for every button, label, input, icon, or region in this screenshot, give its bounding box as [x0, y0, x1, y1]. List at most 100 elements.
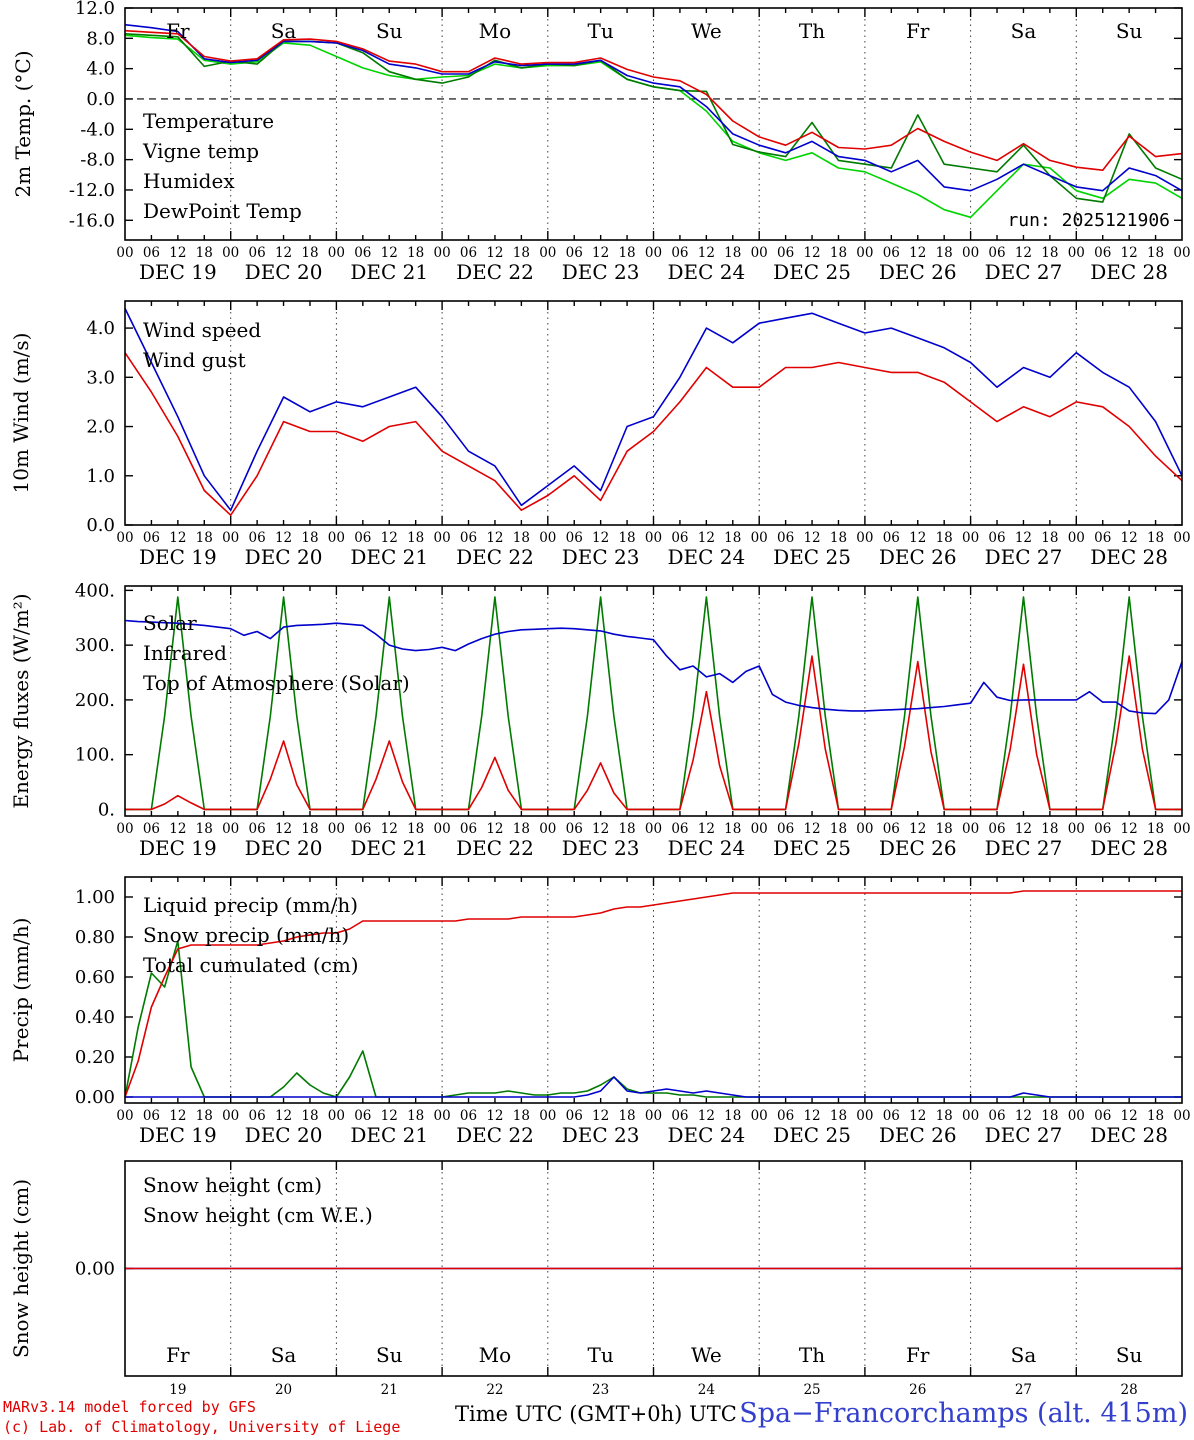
y-tick-label: -4.0 [80, 119, 115, 140]
weekday-label: Fr [166, 19, 190, 43]
panel-frame [124, 300, 1183, 526]
hour-tick-label: 00 [1068, 530, 1085, 546]
day-label: DEC 27 [985, 1123, 1063, 1147]
hour-tick-label: 00 [116, 1108, 133, 1124]
hour-tick-label: 18 [301, 245, 318, 261]
panel-frame [124, 1160, 1183, 1377]
model-credit-line2: (c) Lab. of Climatology, University of L… [3, 1418, 401, 1436]
weekday-label: Sa [1011, 19, 1037, 43]
hour-tick-label: 12 [592, 245, 609, 261]
hour-tick-label: 18 [1147, 530, 1164, 546]
series-line-snow-precip-mm-h [125, 1076, 1182, 1098]
hour-tick-label: 06 [143, 821, 160, 837]
day-number-label: 28 [1121, 1382, 1138, 1398]
hour-tick-label: 12 [909, 530, 926, 546]
weekday-label: Mo [479, 19, 512, 43]
hour-tick-label: 12 [909, 1108, 926, 1124]
y-axis-title: Precip (mm/h) [9, 918, 33, 1063]
y-tick-label: 0.80 [75, 927, 115, 948]
hour-tick-label: 12 [698, 821, 715, 837]
hour-tick-label: 00 [1173, 1108, 1190, 1124]
hour-tick-label: 18 [830, 530, 847, 546]
day-label: DEC 28 [1090, 1123, 1168, 1147]
hour-tick-label: 06 [1094, 1108, 1111, 1124]
series-line-wind-gust [124, 308, 1183, 512]
hour-tick-label: 12 [486, 245, 503, 261]
weekday-label: Fr [906, 19, 930, 43]
hour-tick-label: 06 [671, 245, 688, 261]
y-tick-label: 0.00 [75, 1259, 115, 1280]
hour-tick-label: 06 [988, 245, 1005, 261]
hour-tick-label: 12 [1015, 1108, 1032, 1124]
y-tick-label: -16.0 [69, 210, 115, 231]
day-label: DEC 24 [667, 260, 745, 284]
day-label: DEC 19 [139, 836, 217, 860]
hour-tick-label: 06 [883, 530, 900, 546]
hour-tick-label: 12 [169, 245, 186, 261]
y-tick-label: 0.0 [86, 515, 115, 536]
day-number-label: 20 [275, 1382, 292, 1398]
hour-tick-label: 18 [513, 1108, 530, 1124]
day-label: DEC 21 [350, 260, 428, 284]
station-title: Spa−Francorchamps (alt. 415m) [739, 1398, 1188, 1429]
day-label: DEC 25 [773, 836, 851, 860]
legend-snow-precip-mm-h: Snow precip (mm/h) [143, 923, 349, 947]
hour-tick-label: 06 [777, 530, 794, 546]
y-axis-title: Snow height (cm) [9, 1179, 33, 1358]
day-number-label: 26 [909, 1382, 926, 1398]
hour-tick-label: 06 [671, 1108, 688, 1124]
hour-tick-label: 06 [566, 245, 583, 261]
day-label: DEC 27 [985, 836, 1063, 860]
hour-tick-label: 06 [460, 1108, 477, 1124]
hour-tick-label: 06 [249, 530, 266, 546]
hour-tick-label: 18 [301, 530, 318, 546]
legend-total-cumulated-cm: Total cumulated (cm) [143, 953, 359, 977]
day-label: DEC 23 [562, 545, 640, 569]
hour-tick-label: 00 [962, 530, 979, 546]
hour-tick-label: 00 [222, 1108, 239, 1124]
hour-tick-label: 12 [1015, 245, 1032, 261]
hour-tick-label: 18 [618, 530, 635, 546]
y-tick-label: 1.0 [86, 466, 115, 487]
weekday-label: Su [376, 19, 403, 43]
hour-tick-label: 12 [909, 245, 926, 261]
hour-tick-label: 12 [1015, 821, 1032, 837]
legend-vigne-temp: Vigne temp [142, 139, 259, 163]
hour-tick-label: 12 [486, 1108, 503, 1124]
hour-tick-label: 12 [381, 821, 398, 837]
day-label: DEC 20 [245, 260, 323, 284]
weekday-label: Fr [166, 1343, 190, 1367]
hour-tick-label: 18 [936, 821, 953, 837]
hour-tick-label: 12 [803, 245, 820, 261]
hour-tick-label: 00 [539, 530, 556, 546]
legend-infrared: Infrared [143, 641, 227, 665]
hour-tick-label: 12 [275, 821, 292, 837]
legend-top-of-atmosphere-solar: Top of Atmosphere (Solar) [143, 671, 410, 695]
y-tick-label: 0.00 [75, 1087, 115, 1108]
hour-tick-label: 18 [724, 1108, 741, 1124]
hour-tick-label: 00 [328, 1108, 345, 1124]
series-line-temperature [124, 29, 1183, 171]
hour-tick-label: 00 [1173, 821, 1190, 837]
y-tick-label: 300. [75, 635, 115, 656]
hour-tick-label: 18 [301, 821, 318, 837]
hour-tick-label: 06 [249, 1108, 266, 1124]
hour-tick-label: 00 [962, 1108, 979, 1124]
weekday-label: Th [799, 19, 825, 43]
hour-tick-label: 12 [1121, 245, 1138, 261]
hour-tick-label: 00 [751, 530, 768, 546]
hour-tick-label: 00 [856, 530, 873, 546]
hour-tick-label: 12 [169, 1108, 186, 1124]
hour-tick-label: 18 [618, 821, 635, 837]
panel-temp2m: 12.0 8.0 4.0 0.0 -4.0 -8.0 -12.0 -16.0 2m Temp. … [11, 0, 1191, 284]
hour-tick-label: 00 [116, 245, 133, 261]
hour-tick-label: 18 [196, 245, 213, 261]
day-label: DEC 24 [667, 1123, 745, 1147]
day-label: DEC 24 [667, 545, 745, 569]
hour-tick-label: 06 [671, 821, 688, 837]
weekday-label: We [691, 1343, 722, 1367]
hour-tick-label: 06 [566, 530, 583, 546]
hour-tick-label: 00 [645, 1108, 662, 1124]
series-line-humidex [124, 23, 1183, 192]
legend-temperature: Temperature [143, 109, 274, 133]
